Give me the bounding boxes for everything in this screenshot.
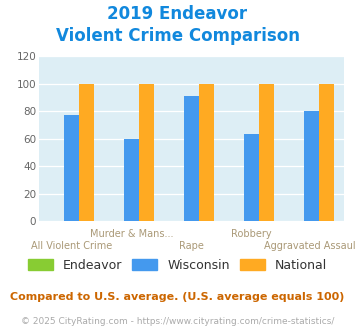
Bar (80, 83, 94, 221)
Bar (65, 115, 80, 221)
Bar (319, 83, 334, 221)
Bar (139, 83, 154, 221)
Legend: Endeavor, Wisconsin, National: Endeavor, Wisconsin, National (23, 254, 332, 277)
Text: Compared to U.S. average. (U.S. average equals 100): Compared to U.S. average. (U.S. average … (10, 292, 345, 302)
Text: 2019 Endeavor: 2019 Endeavor (108, 5, 247, 23)
Bar (304, 111, 319, 221)
Bar (244, 134, 259, 221)
Text: Aggravated Assault: Aggravated Assault (264, 241, 355, 251)
Bar (184, 96, 199, 221)
Bar (199, 83, 214, 221)
Text: All Violent Crime: All Violent Crime (31, 241, 113, 251)
Bar (259, 83, 274, 221)
Text: © 2025 CityRating.com - https://www.cityrating.com/crime-statistics/: © 2025 CityRating.com - https://www.city… (21, 317, 334, 326)
Bar (124, 139, 139, 221)
Text: Robbery: Robbery (231, 229, 272, 239)
Text: Violent Crime Comparison: Violent Crime Comparison (55, 27, 300, 45)
Text: Murder & Mans...: Murder & Mans... (90, 229, 174, 239)
Text: Rape: Rape (179, 241, 204, 251)
